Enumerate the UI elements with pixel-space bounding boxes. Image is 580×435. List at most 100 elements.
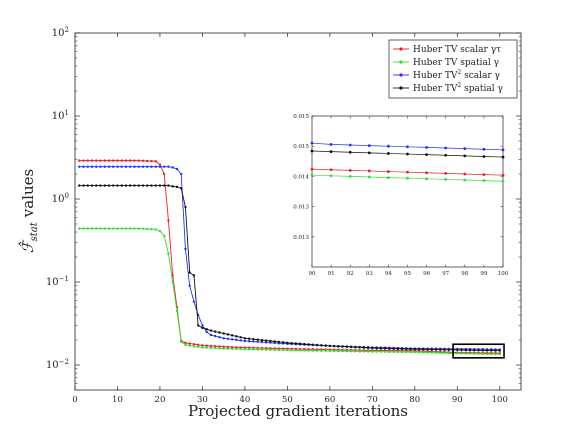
x-tick-label: 30 — [197, 395, 208, 405]
series-point — [252, 337, 255, 341]
series-point — [413, 350, 417, 354]
inset-series-point — [482, 147, 486, 151]
series-point — [124, 227, 128, 230]
series-point — [235, 346, 238, 349]
series-point — [443, 348, 446, 351]
series-point — [112, 184, 115, 187]
series-point — [103, 227, 106, 230]
series-point — [422, 351, 425, 354]
series-point — [345, 345, 349, 348]
series-point — [209, 333, 213, 337]
series-point — [184, 205, 187, 209]
series-point — [196, 343, 200, 347]
series-point — [99, 159, 102, 162]
series-point — [163, 172, 166, 176]
series-point — [481, 352, 484, 356]
series-point — [281, 348, 285, 352]
series-point — [188, 271, 191, 274]
series-point — [218, 345, 221, 348]
series-point — [273, 340, 276, 343]
series-point — [192, 345, 196, 348]
inset-series-point — [482, 179, 486, 183]
y-axis-label: ℱ̂stat values — [18, 169, 40, 253]
series-point — [494, 349, 497, 352]
series-point — [146, 184, 149, 187]
series-point — [107, 159, 111, 162]
series-point — [171, 166, 174, 169]
series-point — [107, 227, 111, 230]
series-point — [307, 343, 310, 346]
series-point — [90, 165, 94, 168]
series-point — [290, 341, 293, 345]
series-point — [315, 349, 319, 352]
series-point — [120, 159, 123, 162]
plot-frame — [74, 32, 522, 391]
inset-series-point — [387, 170, 390, 173]
series-point — [209, 329, 213, 332]
series-point — [95, 159, 98, 162]
series-point — [473, 349, 476, 352]
inset-series-point — [463, 147, 467, 151]
x-tick-label: 40 — [239, 395, 250, 405]
series-point — [146, 227, 149, 231]
y-axis-label-symbol: ℱ̂ — [18, 238, 37, 253]
series-point — [392, 347, 395, 350]
y-tick-label: 100 — [52, 192, 69, 205]
series-point — [133, 184, 136, 187]
series-point — [434, 348, 438, 351]
series-point — [303, 349, 306, 352]
inset-x-tick-label: 92 — [347, 271, 354, 277]
x-tick-label: 0 — [72, 395, 77, 405]
series-point — [311, 343, 315, 346]
series-point — [201, 346, 204, 349]
series-point — [269, 339, 272, 343]
series-point — [78, 159, 81, 162]
series-point — [379, 347, 383, 350]
series-point — [86, 165, 89, 168]
series-point — [235, 338, 238, 342]
series-point — [78, 165, 81, 168]
series-point — [320, 344, 323, 347]
inset-series-point — [482, 155, 486, 158]
series-point — [146, 159, 149, 163]
series-point — [468, 348, 472, 352]
series-point — [90, 227, 94, 230]
series-point — [154, 184, 157, 187]
series-point — [120, 165, 123, 168]
series-point — [269, 341, 272, 344]
series-point — [294, 349, 298, 352]
series-point — [269, 348, 272, 351]
series-point — [239, 336, 242, 339]
series-point — [226, 345, 230, 349]
inset-x-tick-label: 90 — [309, 271, 316, 277]
inset-series-point — [329, 150, 333, 154]
inset-series-point — [425, 177, 428, 181]
series-point — [163, 184, 166, 187]
series-point — [158, 229, 162, 233]
series-point — [218, 331, 221, 334]
series-point — [78, 184, 81, 187]
series-point — [141, 159, 145, 162]
inset-series-2 — [310, 149, 505, 159]
series-point — [129, 227, 132, 230]
series-point — [213, 330, 217, 333]
series-point — [201, 344, 204, 347]
series-point — [226, 347, 230, 350]
series-point — [124, 159, 128, 162]
inset-x-tick-label: 99 — [480, 271, 487, 277]
series-point — [332, 349, 336, 353]
series-point — [86, 159, 89, 162]
series-point — [230, 347, 234, 350]
series-point — [175, 185, 179, 189]
x-tick-label: 80 — [409, 395, 420, 405]
series-point — [252, 340, 255, 343]
series-point — [456, 348, 459, 352]
series-point — [137, 184, 140, 187]
series-point — [277, 340, 281, 344]
inset-series-point — [444, 153, 448, 157]
inset-x-tick-label: 100 — [498, 271, 509, 277]
series-point — [247, 348, 251, 351]
inset-series-point — [310, 167, 314, 171]
x-tick-label: 20 — [155, 395, 166, 405]
series-point — [222, 337, 225, 340]
